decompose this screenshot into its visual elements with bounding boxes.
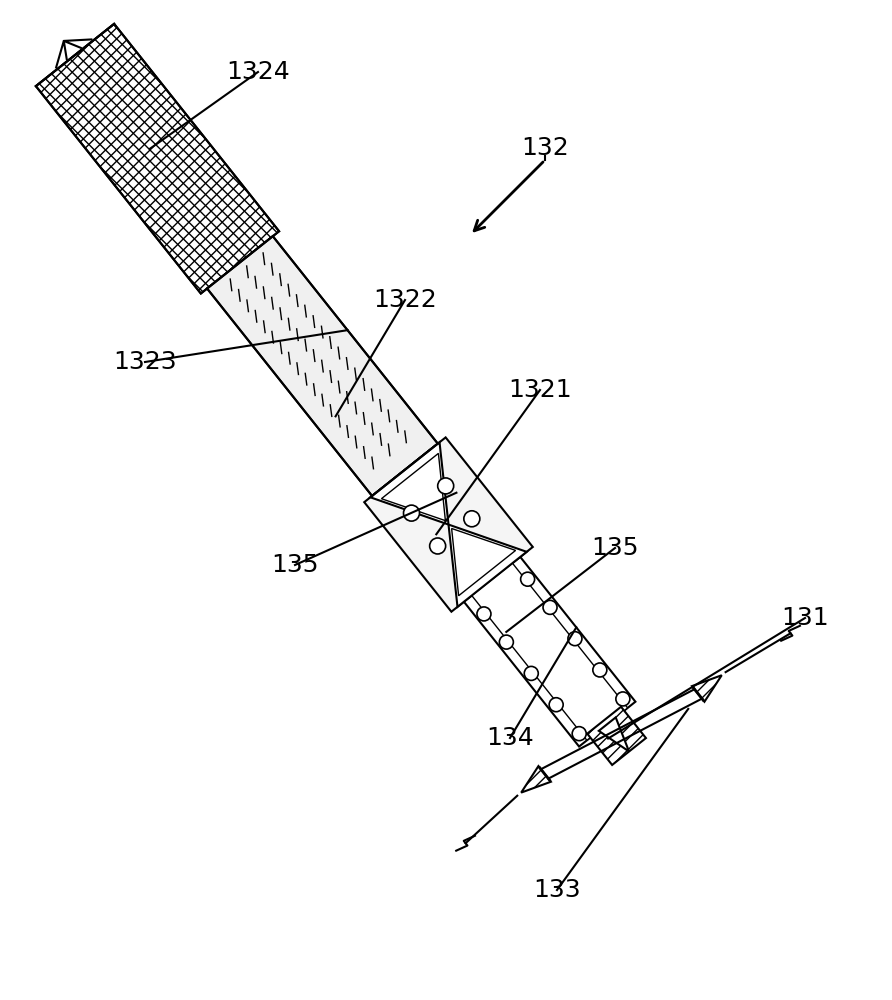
Text: 1321: 1321	[508, 378, 572, 402]
Polygon shape	[692, 675, 722, 702]
Text: 133: 133	[533, 878, 581, 902]
Circle shape	[500, 635, 514, 649]
Polygon shape	[207, 236, 438, 496]
Circle shape	[572, 727, 586, 741]
Circle shape	[524, 666, 538, 680]
Circle shape	[430, 538, 446, 554]
Text: 1322: 1322	[373, 288, 437, 312]
Polygon shape	[36, 24, 279, 294]
Text: 132: 132	[521, 136, 569, 160]
Circle shape	[615, 692, 630, 706]
Circle shape	[568, 632, 582, 646]
Text: 135: 135	[271, 553, 318, 577]
Polygon shape	[449, 525, 526, 607]
Text: 1324: 1324	[227, 60, 290, 84]
Circle shape	[438, 478, 454, 494]
Circle shape	[521, 572, 534, 586]
Circle shape	[549, 698, 563, 712]
Text: 134: 134	[486, 726, 534, 750]
Text: 135: 135	[591, 536, 639, 560]
Polygon shape	[364, 437, 533, 612]
Polygon shape	[370, 442, 449, 525]
Circle shape	[543, 600, 557, 614]
Circle shape	[403, 505, 419, 521]
Polygon shape	[521, 766, 551, 793]
Circle shape	[593, 663, 607, 677]
Text: 1323: 1323	[113, 350, 177, 374]
Circle shape	[464, 511, 480, 527]
Polygon shape	[599, 717, 629, 752]
Polygon shape	[472, 563, 628, 740]
Circle shape	[477, 607, 491, 621]
Text: 131: 131	[781, 606, 829, 630]
Polygon shape	[587, 707, 646, 765]
Polygon shape	[464, 557, 635, 747]
